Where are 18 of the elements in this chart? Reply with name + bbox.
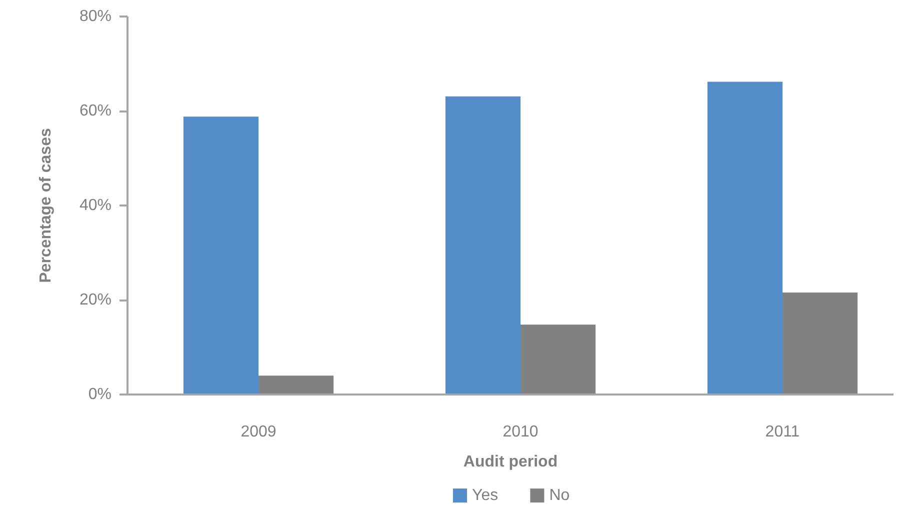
x-tick-label: 2011 [765,424,800,440]
y-axis-title: Percentage of cases [37,128,54,283]
y-tick-label: 60% [79,102,112,120]
y-tick-label: 0% [88,386,112,403]
y-tick-label: 20% [79,292,112,308]
y-tick-label: 80% [79,8,112,25]
y-tick-label: 40% [79,197,112,214]
x-tick-label: 2009 [240,424,276,440]
legend-label: Yes [472,487,498,504]
x-axis-title: Audit period [463,454,558,470]
bar [707,82,782,394]
legend-label: No [549,487,570,504]
bar [183,116,258,394]
bar [520,324,596,394]
bar [782,292,858,394]
bar [445,96,520,394]
x-tick-label: 2010 [502,424,538,440]
bar [258,376,334,394]
